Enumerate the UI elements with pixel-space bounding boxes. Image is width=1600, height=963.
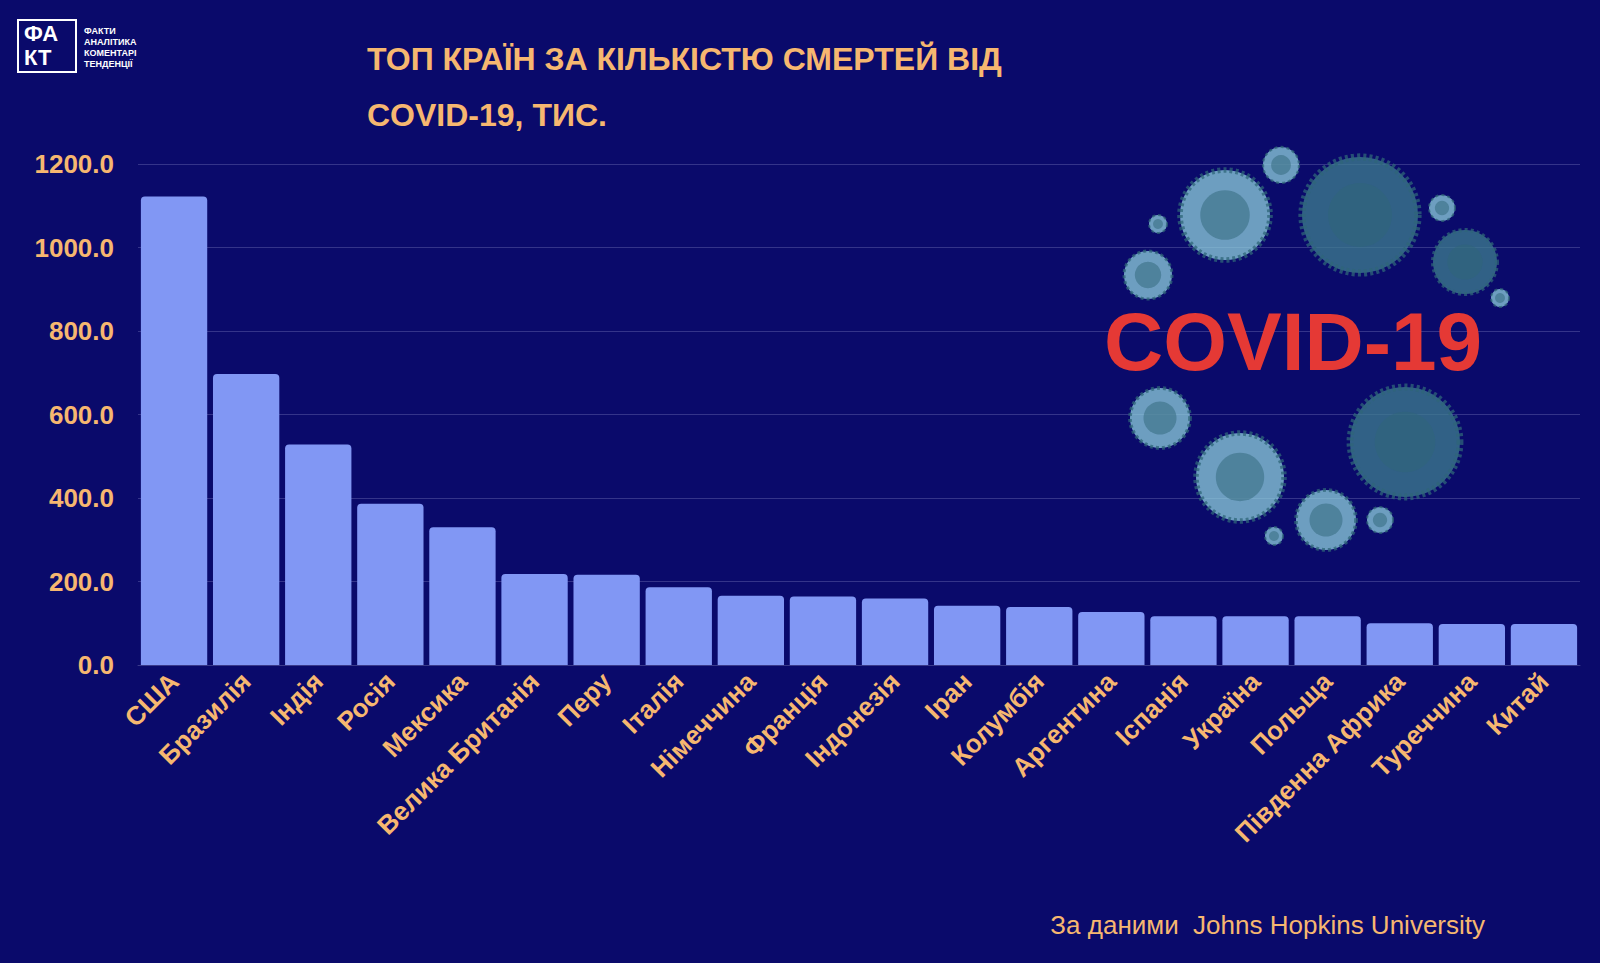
svg-text:Польща: Польща [1244, 666, 1339, 761]
svg-text:600.0: 600.0 [49, 400, 114, 430]
svg-text:Китай: Китай [1480, 666, 1554, 740]
svg-text:Колумбія: Колумбія [944, 666, 1050, 772]
svg-text:Франція: Франція [737, 666, 834, 763]
svg-text:Іран: Іран [919, 666, 978, 725]
svg-text:США: США [118, 666, 184, 732]
svg-text:400.0: 400.0 [49, 483, 114, 513]
svg-text:КОМЕНТАРІ: КОМЕНТАРІ [84, 48, 136, 58]
svg-text:Перу: Перу [551, 666, 617, 732]
svg-text:Україна: Україна [1177, 666, 1267, 756]
svg-text:КТ: КТ [24, 45, 52, 70]
svg-text:Велика Британія: Велика Британія [371, 666, 545, 840]
svg-text:COVID-19, ТИС.: COVID-19, ТИС. [367, 97, 607, 133]
svg-text:Південна Африка: Південна Африка [1228, 666, 1411, 848]
svg-text:ТЕНДЕНЦІЇ: ТЕНДЕНЦІЇ [84, 59, 133, 69]
svg-text:1000.0: 1000.0 [34, 233, 114, 263]
svg-text:АНАЛІТИКА: АНАЛІТИКА [84, 37, 137, 47]
svg-text:Іспанія: Іспанія [1109, 666, 1195, 752]
svg-text:1200.0: 1200.0 [34, 149, 114, 179]
svg-text:Туреччина: Туреччина [1366, 666, 1483, 783]
svg-text:Мексика: Мексика [376, 666, 474, 763]
svg-text:200.0: 200.0 [49, 567, 114, 597]
svg-text:Росія: Росія [331, 666, 401, 736]
svg-text:Бразилія: Бразилія [153, 666, 257, 770]
svg-text:ТОП КРАЇН ЗА КІЛЬКІСТЮ СМЕРТЕЙ: ТОП КРАЇН ЗА КІЛЬКІСТЮ СМЕРТЕЙ ВІД [367, 41, 1011, 77]
svg-text:Індонезія: Індонезія [799, 666, 906, 773]
svg-text:0.0: 0.0 [78, 650, 114, 680]
svg-text:Німеччина: Німеччина [645, 666, 762, 783]
svg-text:800.0: 800.0 [49, 316, 114, 346]
svg-text:За даними Johns Hopkins Unive: За даними Johns Hopkins University [1050, 910, 1485, 940]
svg-text:Італія: Італія [616, 666, 690, 740]
svg-text:ФА: ФА [24, 21, 58, 46]
svg-text:COVID-19: COVID-19 [1104, 296, 1482, 387]
svg-text:Аргентина: Аргентина [1006, 666, 1123, 783]
svg-text:ФАКТИ: ФАКТИ [84, 26, 116, 36]
svg-text:Індія: Індія [264, 666, 329, 731]
